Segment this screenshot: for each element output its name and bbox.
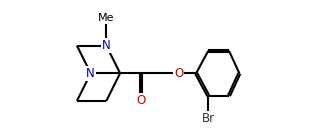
- Text: O: O: [174, 67, 183, 80]
- Text: N: N: [86, 67, 95, 80]
- Text: N: N: [102, 39, 111, 52]
- Text: Me: Me: [98, 13, 114, 23]
- Text: Br: Br: [202, 112, 215, 125]
- Text: O: O: [136, 94, 145, 107]
